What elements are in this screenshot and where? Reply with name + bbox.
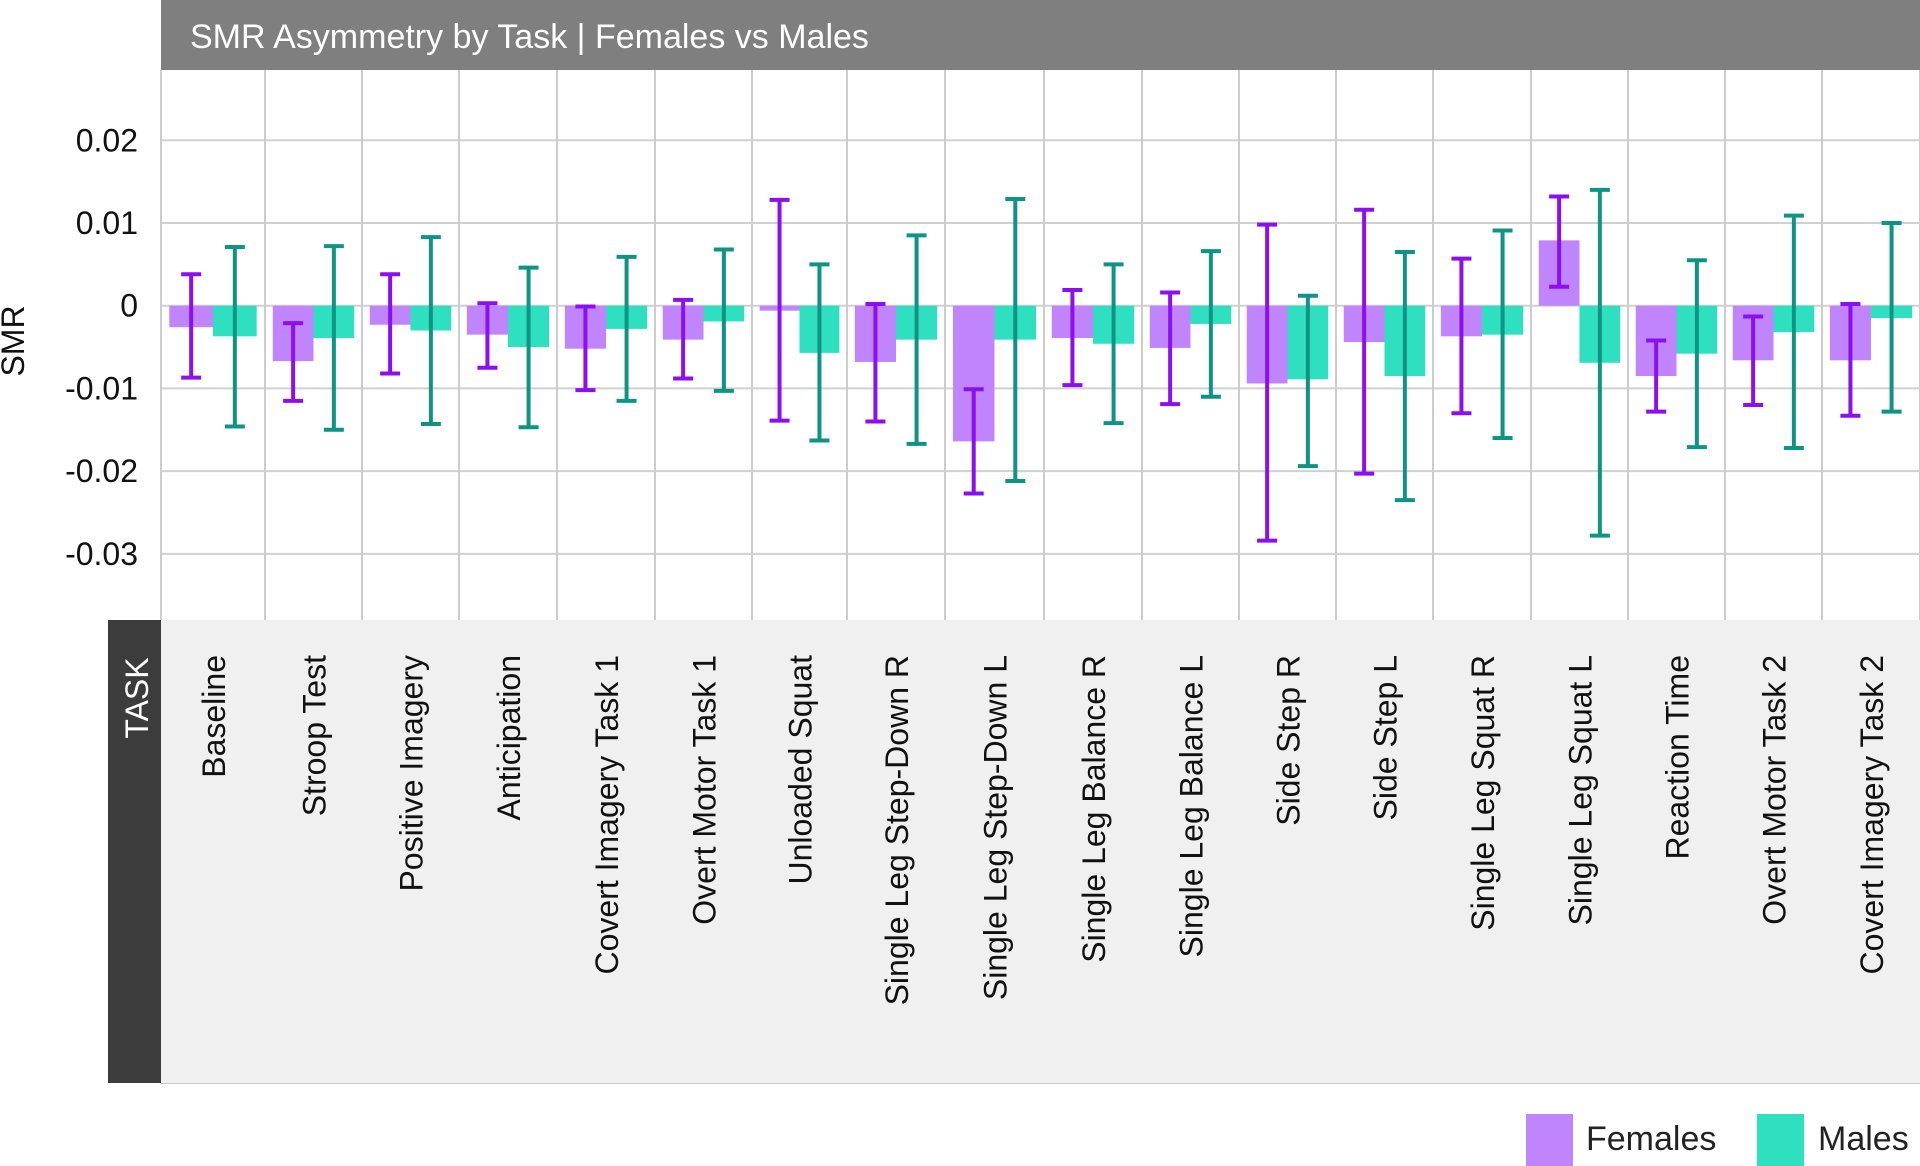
error-bar-females	[380, 272, 401, 376]
error-bar-females	[1062, 288, 1083, 388]
x-tick-label: Overt Motor Task 1	[687, 655, 723, 925]
task-axis-header	[108, 620, 161, 1083]
x-tick-labels: Baseline Stroop Test Positive Imagery Antic…	[196, 655, 1890, 1006]
legend-swatch-females	[1526, 1114, 1573, 1166]
error-bar-males	[1005, 197, 1026, 484]
x-tick-label: Side Step L	[1368, 655, 1404, 820]
y-tick-label: -0.03	[65, 536, 138, 572]
error-bar-males	[713, 247, 734, 393]
error-bar-females	[1840, 302, 1861, 418]
error-bar-males	[1492, 228, 1513, 441]
error-bar-males	[616, 254, 637, 403]
x-tick-label: Unloaded Squat	[783, 655, 819, 885]
error-bar-males	[1881, 221, 1902, 414]
y-axis-title: SMR	[0, 305, 31, 376]
error-bar-females	[769, 197, 790, 423]
x-tick-label: Overt Motor Task 2	[1757, 655, 1793, 925]
error-bar-males	[1200, 249, 1221, 399]
y-tick-label: 0.01	[76, 205, 138, 241]
x-tick-label: Stroop Test	[297, 655, 333, 816]
legend-label-females: Females	[1586, 1120, 1716, 1158]
error-bar-females	[673, 297, 694, 381]
error-bar-males	[1103, 262, 1124, 426]
x-tick-label: Single Leg Squat L	[1563, 655, 1599, 925]
error-bar-males	[1686, 258, 1707, 450]
error-bar-females	[181, 272, 202, 380]
error-bar-females	[963, 387, 984, 496]
x-tick-label: Covert Imagery Task 1	[589, 655, 625, 975]
chart-title: SMR Asymmetry by Task | Females vs Males	[190, 18, 869, 56]
error-bar-males	[323, 244, 344, 432]
error-bar-males	[224, 244, 245, 429]
error-bar-females	[575, 304, 596, 393]
error-bar-males	[906, 233, 927, 446]
x-tick-label: Single Leg Step-Down L	[978, 655, 1014, 1000]
error-bar-males	[809, 262, 830, 443]
x-tick-label: Baseline	[196, 655, 232, 778]
error-bar-males	[518, 265, 539, 430]
y-tick-labels: 0.02 0.01 0 -0.01 -0.02 -0.03	[65, 122, 138, 572]
x-tick-label: Positive Imagery	[394, 655, 430, 892]
title-banner	[161, 0, 1920, 70]
error-bar-males	[1297, 293, 1318, 469]
legend: Females Males	[1526, 1114, 1909, 1166]
x-tick-label: Side Step R	[1271, 655, 1307, 826]
legend-swatch-males	[1757, 1114, 1804, 1166]
error-bar-females	[1160, 290, 1181, 407]
x-tick-label: Single Leg Balance L	[1174, 655, 1210, 957]
error-bar-females	[1549, 194, 1570, 289]
task-label-panel	[161, 620, 1920, 1083]
x-tick-label: Single Leg Balance R	[1076, 655, 1112, 963]
error-bar-females	[477, 301, 498, 370]
error-bar-females	[1257, 222, 1278, 543]
error-bar-females	[865, 302, 886, 424]
y-tick-label: 0.02	[76, 122, 138, 158]
y-tick-label: -0.02	[65, 453, 138, 489]
x-tick-label: Anticipation	[491, 655, 527, 820]
error-bar-males	[1783, 213, 1804, 450]
legend-label-males: Males	[1818, 1120, 1909, 1158]
error-bar-females	[283, 321, 304, 403]
x-tick-label: Single Leg Step-Down R	[879, 655, 915, 1005]
error-bar-males	[1589, 187, 1610, 538]
x-tick-label: Single Leg Squat R	[1465, 655, 1501, 931]
error-bar-females	[1743, 314, 1764, 407]
error-bar-females	[1354, 207, 1375, 476]
y-tick-label: 0	[120, 288, 138, 324]
error-bar-males	[1394, 249, 1415, 503]
x-tick-label: Reaction Time	[1660, 655, 1696, 860]
error-bar-females	[1451, 256, 1472, 416]
error-bar-females	[1646, 338, 1667, 414]
x-tick-label: Covert Imagery Task 2	[1854, 655, 1890, 975]
x-axis-title: TASK	[119, 657, 155, 738]
error-bar-males	[420, 235, 441, 426]
error-bars	[181, 187, 1902, 543]
y-tick-label: -0.01	[65, 370, 138, 406]
